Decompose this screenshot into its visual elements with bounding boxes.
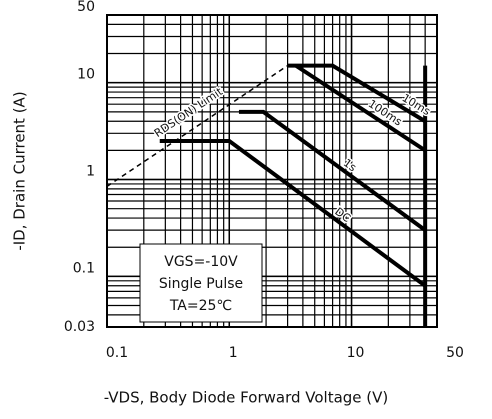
series-line [159, 138, 427, 288]
y-tick-label: 0.03 [64, 319, 95, 335]
legend-box [139, 243, 263, 323]
plot-frame [106, 14, 438, 328]
y-tick-label: 0.1 [73, 260, 95, 276]
annotation: VGS=-10V [164, 254, 238, 270]
series-line [294, 63, 427, 153]
series-line [106, 65, 289, 187]
x-tick-label: 0.1 [106, 345, 128, 361]
lines [106, 63, 428, 327]
annotation: Single Pulse [159, 276, 243, 292]
y-tick-label: 10 [77, 67, 95, 83]
x-tick-label: 1 [229, 345, 238, 361]
y-tick-label: 50 [77, 0, 95, 15]
y-tick-label: 1 [86, 164, 95, 180]
x-axis-label: -VDS, Body Diode Forward Voltage (V) [104, 389, 389, 407]
line-label: DC [332, 205, 353, 225]
annotation: TA=25℃ [169, 298, 232, 314]
series-line [238, 109, 427, 232]
series-line [287, 63, 427, 123]
x-tick-label: 50 [446, 345, 464, 361]
y-axis-label: -ID, Drain Current (A) [11, 91, 29, 250]
x-tick-label: 10 [347, 345, 365, 361]
